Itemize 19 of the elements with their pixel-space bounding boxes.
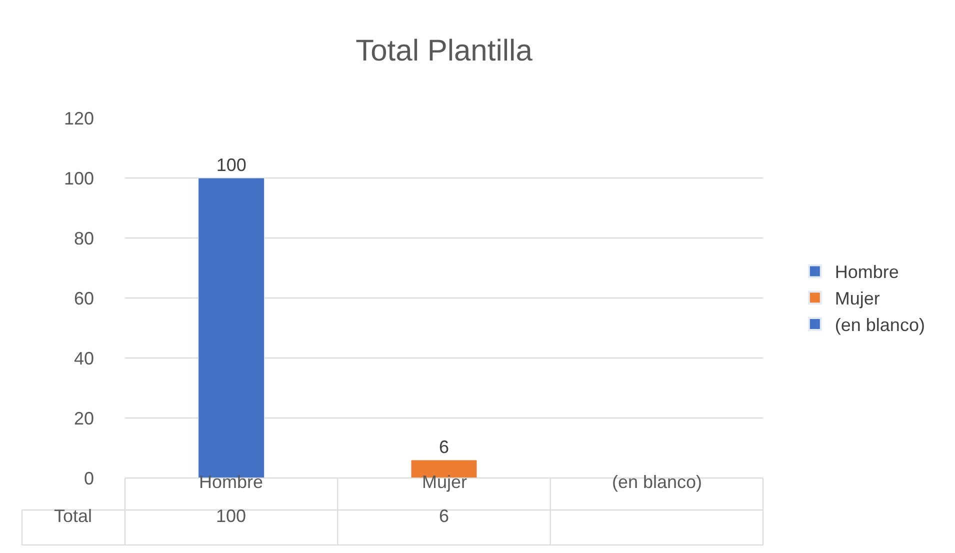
text: 100 xyxy=(216,506,246,526)
data-label: 100 xyxy=(216,155,246,175)
legend-label: Mujer xyxy=(834,288,880,309)
y-tick-label: 60 xyxy=(74,288,94,308)
y-tick-label: 100 xyxy=(64,168,94,188)
y-tick-label: 20 xyxy=(74,408,94,428)
legend-label: (en blanco) xyxy=(834,315,925,336)
x-tick-label: Hombre xyxy=(199,472,264,492)
text: Total xyxy=(54,506,92,526)
x-tick-label: Mujer xyxy=(422,472,468,492)
y-tick-label: 120 xyxy=(64,108,94,128)
x-tick-label: (en blanco) xyxy=(612,472,702,492)
y-tick-label: 80 xyxy=(74,228,94,248)
data-label: 6 xyxy=(438,437,450,457)
text: 6 xyxy=(439,506,450,526)
chart-title: Total Plantilla xyxy=(356,34,533,68)
legend-label: Hombre xyxy=(834,262,899,282)
y-tick-label: 0 xyxy=(84,468,94,488)
y-tick-label: 40 xyxy=(74,348,94,368)
